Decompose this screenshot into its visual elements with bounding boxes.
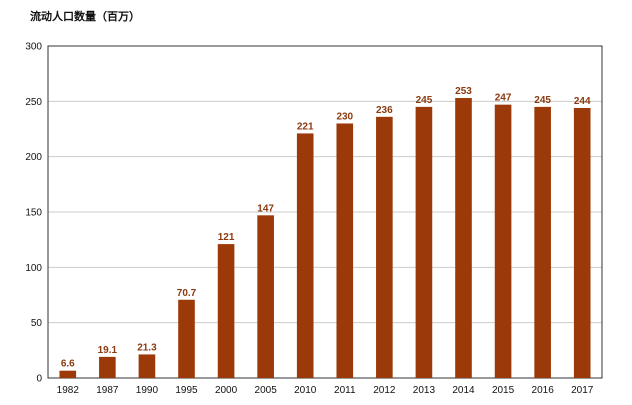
plot-frame	[47, 45, 603, 379]
bar	[296, 133, 314, 378]
x-tick-label: 1987	[96, 385, 119, 396]
y-tick-label: 50	[31, 318, 43, 329]
x-tick-label: 1995	[175, 385, 198, 396]
x-tick-label: 2017	[571, 385, 594, 396]
y-axis-title: 流动人口数量（百万）	[30, 10, 140, 23]
y-tick-label: 300	[25, 42, 42, 53]
x-tick-label: 2015	[492, 385, 515, 396]
x-tick-label: 2016	[532, 385, 555, 396]
x-tick-label: 2013	[413, 385, 436, 396]
bar	[257, 215, 274, 378]
data-label: 247	[495, 93, 512, 104]
data-label: 19.1	[98, 345, 118, 356]
y-tick-label: 100	[25, 263, 42, 274]
x-tick-label: 2005	[255, 385, 278, 396]
x-tick-label: 2012	[373, 385, 396, 396]
x-tick-label: 1990	[136, 385, 159, 396]
y-tick-label: 200	[25, 152, 42, 163]
bar	[376, 116, 393, 379]
bar	[573, 107, 591, 379]
data-label: 70.7	[177, 288, 197, 299]
x-tick-label: 2011	[334, 385, 356, 396]
data-label: 253	[455, 86, 472, 97]
bar	[336, 123, 354, 378]
data-label: 121	[218, 232, 235, 243]
bar	[178, 299, 195, 378]
x-tick-label: 2000	[215, 385, 238, 396]
data-label: 230	[336, 111, 353, 122]
y-tick-label: 250	[25, 97, 42, 108]
y-tick-label: 0	[36, 374, 42, 385]
bar	[455, 98, 472, 378]
data-label: 221	[297, 121, 314, 132]
data-label: 147	[257, 203, 274, 214]
x-tick-label: 2014	[452, 385, 475, 396]
bar	[138, 354, 156, 378]
data-label: 245	[416, 95, 433, 106]
x-tick-label: 1982	[57, 385, 80, 396]
data-label: 21.3	[137, 342, 157, 353]
data-label: 244	[574, 96, 591, 107]
bar	[99, 356, 116, 378]
bar	[59, 370, 77, 378]
bar	[217, 244, 235, 378]
y-tick-label: 150	[25, 208, 42, 219]
data-label: 245	[534, 95, 551, 106]
bar	[534, 106, 551, 378]
data-label: 236	[376, 105, 393, 116]
x-tick-label: 2010	[294, 385, 317, 396]
data-label: 6.6	[61, 359, 75, 370]
bar	[494, 104, 512, 379]
bar	[415, 106, 433, 378]
